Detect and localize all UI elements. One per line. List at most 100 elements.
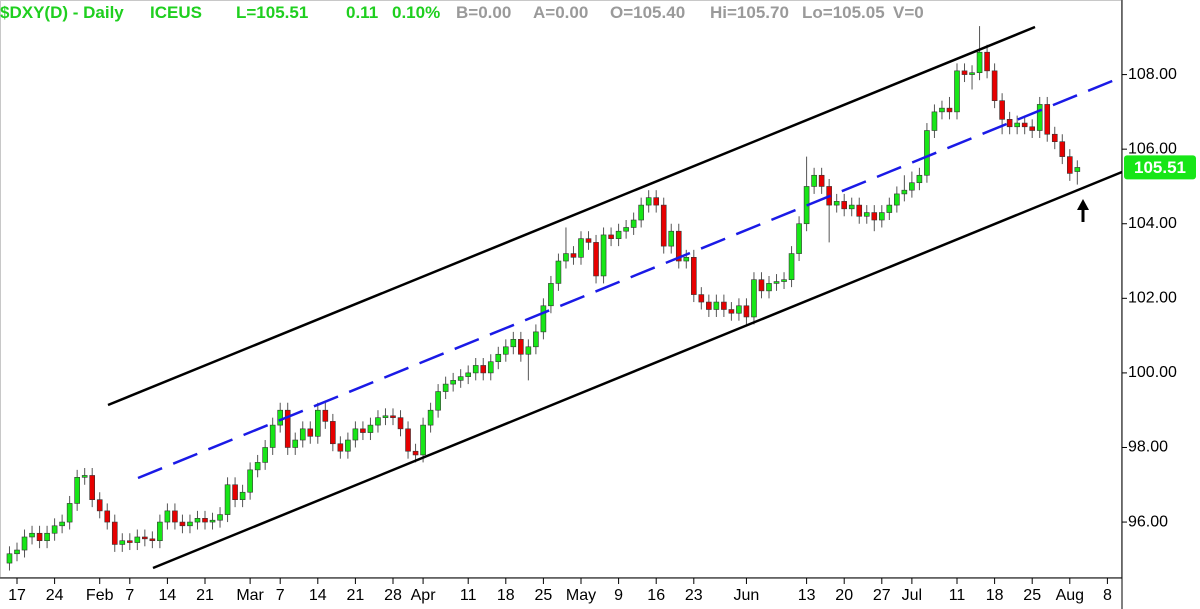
candle-body xyxy=(533,331,539,348)
x-tick-label: 20 xyxy=(835,587,853,604)
candle-body xyxy=(593,242,599,277)
candle-body xyxy=(111,521,118,545)
candle-body xyxy=(127,540,133,543)
candle-body xyxy=(991,70,998,101)
x-tick-label: Apr xyxy=(411,587,437,604)
candle-body xyxy=(615,230,622,239)
candle-body xyxy=(292,439,299,448)
x-tick-label: 18 xyxy=(986,587,1004,604)
upper-channel-line xyxy=(107,25,1036,407)
candle-body xyxy=(954,70,960,113)
candle-body xyxy=(480,365,487,374)
x-tick-label: Aug xyxy=(1056,587,1084,604)
candle-body xyxy=(1067,156,1073,174)
candle-body xyxy=(420,424,426,456)
candle-body xyxy=(299,428,306,441)
x-tick-label: Feb xyxy=(86,587,114,604)
candle-body xyxy=(653,197,660,206)
symbol: $DXY(D) - Daily xyxy=(0,3,124,22)
candle-body xyxy=(585,238,592,243)
candle-body xyxy=(578,238,584,258)
candle-body xyxy=(999,100,1005,120)
candle-body xyxy=(29,532,35,538)
candle-body xyxy=(74,477,80,504)
candle-body xyxy=(134,536,141,543)
x-tick-label: 25 xyxy=(535,587,553,604)
candle-body xyxy=(21,536,28,551)
x-tick-label: 18 xyxy=(497,587,515,604)
lower-channel-line xyxy=(152,170,1123,570)
plot-area xyxy=(0,0,1122,578)
x-tick-label: 7 xyxy=(276,587,285,604)
candle-body xyxy=(871,212,878,221)
candle-body xyxy=(119,540,126,545)
candle-body xyxy=(721,301,727,310)
candle-body xyxy=(668,230,675,247)
candle-body xyxy=(788,253,795,280)
y-tick-label: 108.00 xyxy=(1128,66,1177,83)
candle-body xyxy=(946,107,953,113)
candle-body xyxy=(307,428,314,437)
candle-body xyxy=(435,391,441,411)
candle-body xyxy=(1059,141,1066,157)
open: O=105.40 xyxy=(610,3,686,22)
x-tick-label: 9 xyxy=(614,587,623,604)
candle-body xyxy=(548,283,554,307)
candle-body xyxy=(330,421,336,445)
ask: A=0.00 xyxy=(533,3,589,22)
candle-body xyxy=(841,201,848,210)
candle-body xyxy=(848,204,855,210)
candle-body xyxy=(518,339,524,355)
candle-body xyxy=(766,283,772,292)
change-percent: 0.10% xyxy=(392,3,441,22)
candle-body xyxy=(901,189,908,195)
x-tick-label: Mar xyxy=(236,587,264,604)
candle-body xyxy=(570,253,577,258)
x-tick-label: 17 xyxy=(8,587,26,604)
candle-body xyxy=(450,380,456,385)
candle-body xyxy=(59,521,65,527)
candle-body xyxy=(51,525,58,534)
candle-body xyxy=(164,510,171,523)
candle-body xyxy=(690,257,697,295)
candle-body xyxy=(781,279,787,282)
candle-body xyxy=(247,469,253,493)
candle-body xyxy=(232,484,238,500)
candle-body xyxy=(984,51,990,72)
x-tick-label: 21 xyxy=(347,587,365,604)
x-tick-label: 23 xyxy=(685,587,703,604)
candle-body xyxy=(487,361,494,374)
candle-body xyxy=(495,353,502,363)
candle-body xyxy=(931,111,938,131)
candle-body xyxy=(863,212,870,217)
x-tick-label: Jun xyxy=(734,587,760,604)
candle-body xyxy=(1036,104,1043,131)
candle-body xyxy=(1006,119,1013,128)
candle-body xyxy=(976,51,983,74)
low: Lo=105.05 xyxy=(802,3,885,22)
candle-body xyxy=(367,424,374,433)
high: Hi=105.70 xyxy=(710,3,789,22)
candle-body xyxy=(645,197,652,206)
candle-body xyxy=(66,503,73,523)
candle-body xyxy=(1044,104,1051,135)
candle-body xyxy=(924,130,930,176)
y-tick-label: 96.00 xyxy=(1128,513,1168,530)
candle-body xyxy=(638,204,644,221)
candle-body xyxy=(457,376,464,381)
candle-body xyxy=(149,538,156,542)
candle-body xyxy=(525,346,532,355)
candle-body xyxy=(630,219,637,228)
change: 0.11 xyxy=(346,3,379,22)
candle-body xyxy=(894,193,900,206)
x-tick-label: 25 xyxy=(1023,587,1041,604)
candle-body xyxy=(337,443,344,452)
candle-body xyxy=(397,417,404,430)
y-tick-label: 100.00 xyxy=(1128,364,1177,381)
candle-body xyxy=(375,417,381,426)
candle-body xyxy=(209,519,216,523)
x-tick-label: 28 xyxy=(384,587,402,604)
bid: B=0.00 xyxy=(456,3,512,22)
candle-body xyxy=(833,201,840,206)
